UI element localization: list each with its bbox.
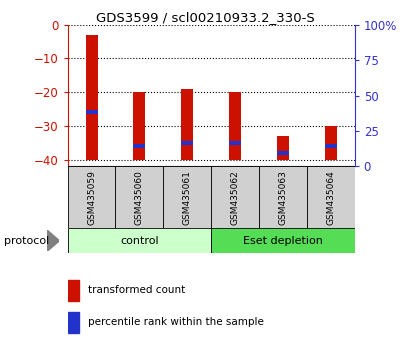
Text: GSM435064: GSM435064 [326,170,335,225]
Polygon shape [47,230,59,251]
Bar [324,144,336,148]
Bar [258,166,306,228]
Text: protocol: protocol [4,236,49,246]
Bar [306,166,354,228]
Text: GSM435059: GSM435059 [87,170,96,225]
Bar [276,136,288,160]
Bar [67,166,115,228]
Text: GSM435061: GSM435061 [182,170,191,225]
Text: transformed count: transformed count [88,285,184,295]
Text: control: control [120,236,158,246]
Bar [163,166,211,228]
Text: percentile rank within the sample: percentile rank within the sample [88,317,263,327]
Bar [276,151,288,155]
Bar [181,141,193,145]
Bar [67,312,79,333]
Bar [67,228,211,253]
Bar [229,141,240,145]
Bar [85,110,97,114]
Bar [229,92,240,160]
Text: GSM435062: GSM435062 [230,170,239,225]
Bar [67,280,79,301]
Text: GSM435060: GSM435060 [135,170,144,225]
Bar [85,35,97,160]
Bar [211,228,354,253]
Text: Eset depletion: Eset depletion [243,236,322,246]
Bar [181,89,193,160]
Text: GSM435063: GSM435063 [278,170,287,225]
Bar [324,126,336,160]
Bar [211,166,258,228]
Bar [115,166,163,228]
Bar [133,144,145,148]
Bar [133,92,145,160]
Text: GDS3599 / scl00210933.2_330-S: GDS3599 / scl00210933.2_330-S [95,11,314,24]
